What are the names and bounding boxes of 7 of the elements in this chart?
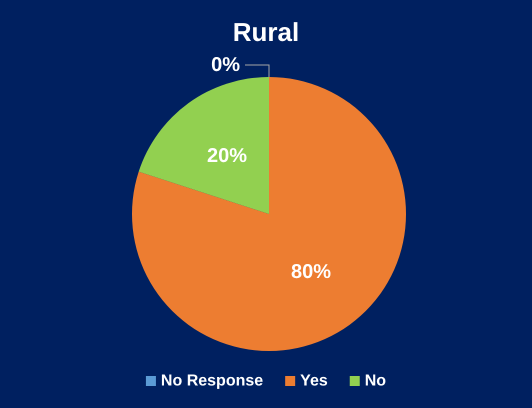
legend-label: Yes [300, 372, 328, 390]
data-label: 20% [206, 145, 248, 168]
data-label: 80% [291, 260, 332, 283]
legend-label: No Response [160, 372, 264, 390]
chart-title: Rural [232, 17, 300, 47]
text: 0% [211, 54, 240, 76]
legend-label: No [364, 372, 386, 390]
